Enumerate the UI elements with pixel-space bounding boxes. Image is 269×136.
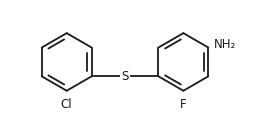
Text: S: S	[121, 70, 129, 83]
Text: NH₂: NH₂	[214, 38, 237, 51]
Text: F: F	[180, 98, 187, 111]
Text: Cl: Cl	[61, 98, 72, 111]
